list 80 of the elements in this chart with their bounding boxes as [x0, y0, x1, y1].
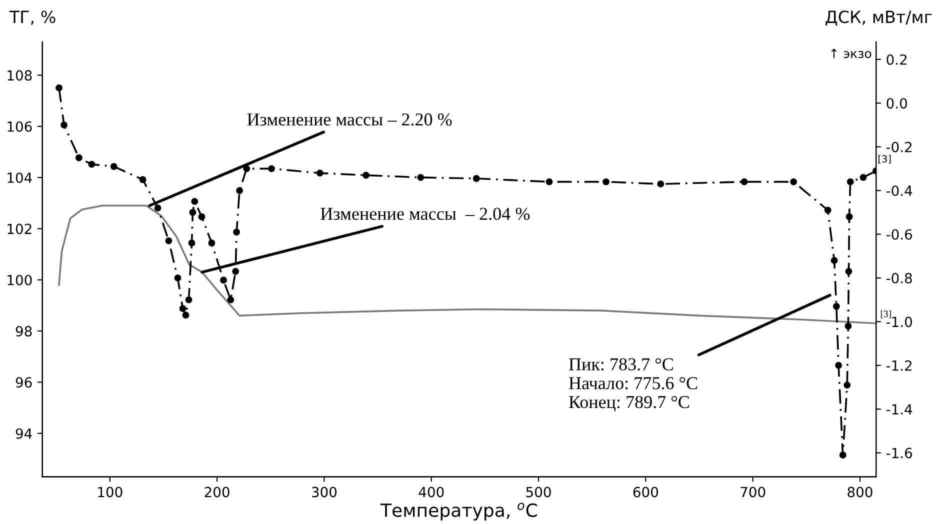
point — [179, 305, 186, 312]
point — [60, 121, 68, 128]
point — [227, 296, 234, 304]
y-axis-title: ТГ, % — [9, 10, 56, 25]
y2-tick-label: -0.4 — [886, 186, 912, 196]
y-tick-label: 94 — [16, 428, 32, 439]
y2-tick-label: -1.6 — [886, 448, 912, 458]
point — [182, 312, 190, 319]
y2-tick-label: -1.0 — [886, 316, 912, 328]
point — [189, 208, 196, 216]
point — [844, 322, 852, 330]
point — [185, 296, 192, 304]
point — [139, 176, 146, 184]
point — [191, 198, 198, 205]
text: [3] — [878, 155, 891, 164]
line-series — [58, 204, 876, 324]
y2-tick-label: -0.6 — [886, 229, 912, 240]
y-tick-label: 102 — [8, 224, 32, 234]
x-tick-label: 600 — [633, 486, 658, 498]
point — [845, 268, 852, 275]
point — [232, 268, 240, 275]
x-tick-label: 700 — [740, 486, 766, 498]
point — [832, 302, 840, 310]
y-tick-label: 96 — [16, 377, 32, 388]
point — [546, 178, 553, 186]
point — [268, 165, 275, 172]
point — [154, 204, 162, 212]
point — [75, 154, 82, 162]
point — [846, 213, 853, 220]
annotation: [3] — [880, 310, 891, 318]
point — [835, 362, 842, 369]
y2-axis-title: ДСК, мВт/мг — [826, 10, 932, 26]
y-tick-label: 106 — [8, 121, 32, 132]
point — [174, 274, 182, 282]
point — [824, 206, 832, 214]
annotation: Пик: 783.7 °C Начало: 775.6 °C Конец: 789.7 °C — [569, 358, 698, 412]
annotation: Изменение массы – 2.04 % — [320, 208, 530, 220]
y2-tick-label: -0.2 — [886, 142, 912, 152]
point — [56, 84, 62, 92]
point — [839, 452, 846, 458]
point — [657, 180, 664, 188]
point — [472, 175, 480, 182]
y2-tick-label: -1.4 — [886, 404, 912, 414]
y-tick-label: 108 — [8, 70, 32, 81]
point — [830, 257, 838, 264]
point — [165, 237, 172, 244]
x-axis-title: Температура, $^{o}$C — [380, 502, 537, 521]
point — [208, 240, 216, 246]
point — [740, 178, 748, 186]
point — [110, 163, 118, 170]
y2-tick-label: 0.2 — [886, 54, 906, 65]
annotation: ↑ экзо — [831, 48, 872, 58]
annotation: Изменение массы – 2.20 % — [247, 113, 452, 126]
point — [316, 170, 324, 177]
x-tick-label: 200 — [204, 486, 230, 498]
x-tick-label: 300 — [312, 486, 337, 498]
point — [243, 165, 250, 172]
point — [417, 174, 424, 181]
x-tick-label: 400 — [418, 486, 444, 498]
point — [844, 382, 851, 389]
y2-tick-label: -0.8 — [886, 272, 912, 284]
point — [233, 228, 240, 236]
point — [602, 178, 610, 186]
y-tick-label: 98 — [16, 326, 32, 336]
point — [790, 178, 798, 186]
point — [236, 187, 244, 194]
point — [220, 276, 227, 284]
point — [198, 213, 206, 220]
point — [88, 160, 96, 168]
y-tick-label: 100 — [8, 274, 32, 286]
y2-tick-label: -1.2 — [886, 360, 912, 371]
x-tick-label: 800 — [848, 486, 872, 498]
point — [188, 240, 196, 246]
x-tick-label: 100 — [98, 486, 122, 498]
point — [860, 174, 867, 181]
point — [362, 172, 370, 179]
point — [846, 178, 854, 186]
y2-tick-label: 0.0 — [886, 98, 907, 109]
y-tick-label: 104 — [8, 172, 32, 183]
x-tick-label: 500 — [526, 486, 551, 498]
